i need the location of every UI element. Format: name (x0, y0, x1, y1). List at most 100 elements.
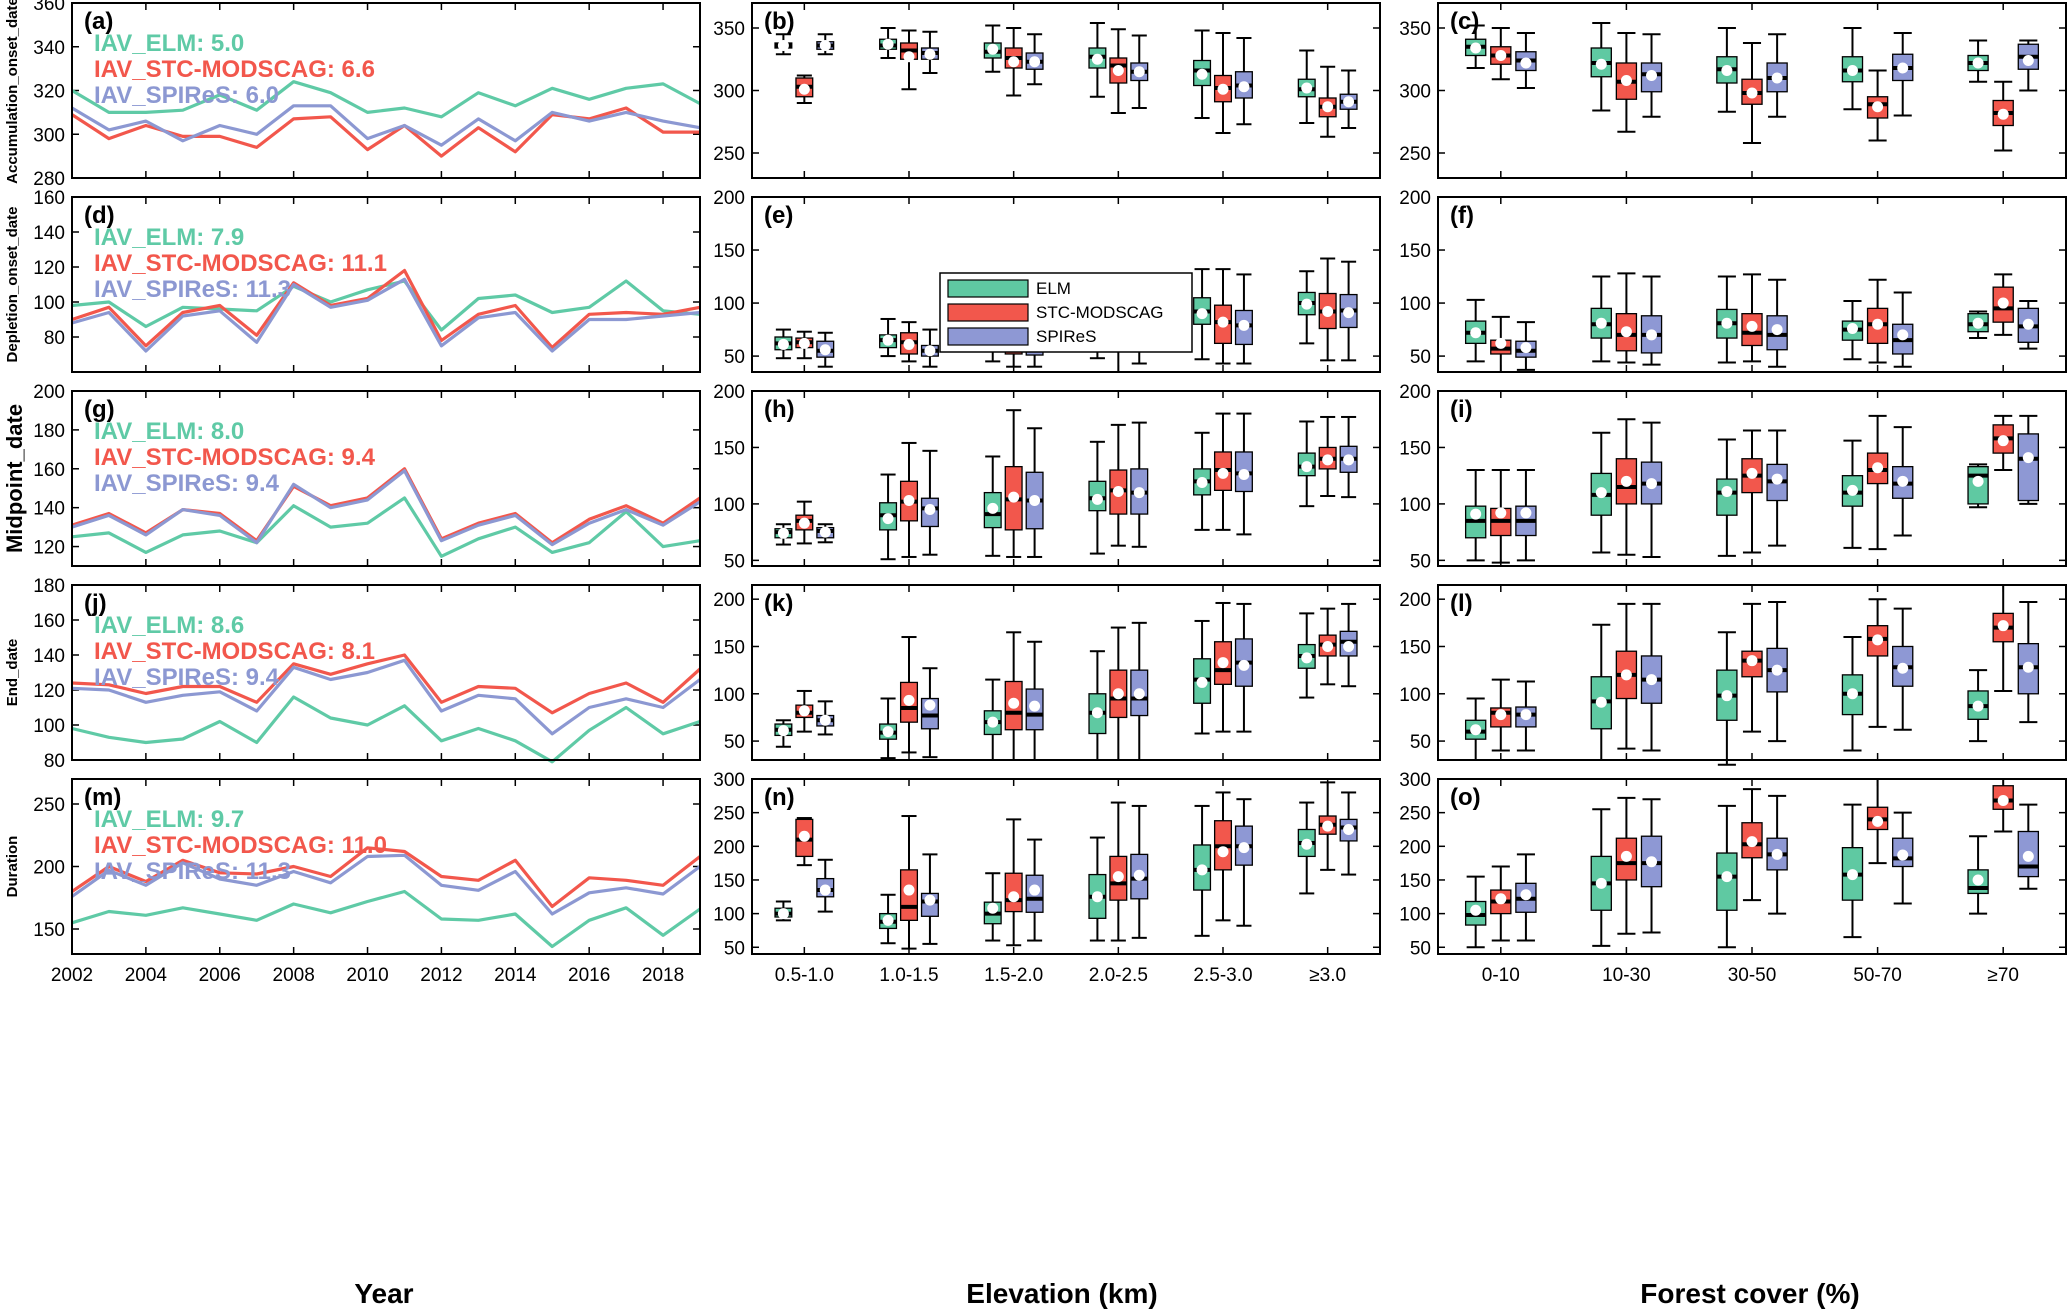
box-mean-dot (1846, 484, 1858, 496)
box-mean-dot (1322, 306, 1334, 318)
box-mean-dot (1217, 846, 1229, 858)
panel-f-box-spires (2017, 299, 2040, 350)
panel-f-label: (f) (1450, 202, 1474, 229)
box-mean-dot (1771, 324, 1783, 336)
panel-b-ytick-label: 300 (713, 82, 745, 103)
box-mean-dot (1646, 329, 1658, 341)
panel-c-box-elm (1841, 27, 1864, 111)
box-mean-dot (1721, 871, 1733, 883)
box-mean-dot (1721, 690, 1733, 702)
panel-o-box-elm (1590, 808, 1612, 947)
box-mean-dot (1029, 700, 1041, 712)
panel-b-box-spires (1025, 33, 1044, 86)
panel-k-box-spires (1130, 621, 1149, 761)
box-mean-dot (1721, 317, 1733, 329)
panel-h-box-stc-modscag (1109, 423, 1128, 547)
panel-h-box-elm (1193, 431, 1212, 531)
box-mean-dot (1872, 634, 1884, 646)
box-mean-dot (882, 914, 894, 926)
box-mean-dot (1771, 664, 1783, 676)
panel-f-box-elm (1841, 299, 1864, 361)
panel-k-ytick-label: 200 (713, 590, 745, 611)
box-mean-dot (1872, 815, 1884, 827)
panel-h-ytick-label: 150 (713, 438, 745, 459)
panel-h-ytick-label: 200 (713, 382, 745, 403)
box-mean-dot (798, 830, 810, 842)
panel-k-box-spires (1025, 640, 1044, 761)
panel-d-iav-annotation: IAV_SPIReS: 11.3 (94, 276, 291, 303)
panel-m-iav-annotation: IAV_ELM: 9.7 (94, 806, 244, 833)
panel-o-xtick-label: ≥70 (1987, 965, 2019, 986)
box-mean-dot (1029, 495, 1041, 507)
box-mean-dot (1196, 476, 1208, 488)
box-mean-dot (1133, 66, 1145, 78)
box-mean-dot (1972, 700, 1984, 712)
panel-m-ytick-label: 250 (33, 795, 65, 816)
legend-swatch-spires (947, 327, 1029, 346)
box-mean-dot (1595, 487, 1607, 499)
box-mean-dot (1872, 101, 1884, 113)
box-mean-dot (777, 908, 789, 920)
panel-f-box-elm (1716, 275, 1738, 364)
box-mean-dot (1997, 297, 2009, 309)
panel-f-ytick-label: 200 (1399, 188, 1431, 209)
box-mean-dot (1620, 475, 1632, 487)
panel-m-xtick-label: 2010 (346, 965, 388, 986)
panel-m-line-elm (71, 889, 701, 949)
box-mean-dot (1322, 101, 1334, 113)
box-mean-dot (987, 502, 999, 514)
box-mean-dot (1997, 795, 2009, 807)
panel-n-xtick-label: 1.0-1.5 (879, 965, 938, 986)
box-mean-dot (1646, 478, 1658, 490)
panel-l-ytick-label: 150 (1399, 637, 1431, 658)
panel-a-label: (a) (84, 8, 113, 35)
panel-b-ytick-label: 350 (713, 19, 745, 40)
box-mean-dot (1646, 70, 1658, 81)
panel-i-box-elm (1716, 438, 1738, 557)
panel-l-frame (1437, 584, 2067, 761)
box-mean-dot (1746, 87, 1758, 99)
panel-l: 50 100 150 200 (l) (1399, 584, 2067, 766)
box-mean-dot (1301, 82, 1313, 94)
panel-b-box-spires (1234, 37, 1253, 126)
panel-o-box-elm (1716, 804, 1738, 949)
box-mean-dot (1620, 326, 1632, 338)
panel-l-box-elm (1967, 669, 1989, 743)
panel-n-label: (n) (764, 784, 795, 811)
panel-m-ytick-label: 150 (33, 920, 65, 941)
box-mean-dot (1301, 461, 1313, 473)
box-mean-dot (1470, 724, 1482, 736)
panel-k-ytick-label: 100 (713, 685, 745, 706)
panel-f-ytick-label: 150 (1399, 241, 1431, 262)
panel-c-ytick-label: 300 (1399, 82, 1431, 103)
panel-n-ytick-label: 50 (724, 938, 745, 959)
panel-a-ytick-label: 280 (33, 169, 65, 190)
panel-k-box-elm (1088, 650, 1107, 761)
box-mean-dot (1470, 42, 1482, 54)
box-mean-dot (1091, 891, 1103, 903)
box-mean-dot (903, 51, 915, 63)
box-mean-dot (1595, 696, 1607, 708)
panel-h-box-elm (1088, 440, 1107, 555)
panel-m-ylabel: Duration (4, 836, 21, 898)
panel-k-box-elm (1297, 612, 1316, 699)
box-mean-dot (2022, 850, 2034, 862)
panel-j: 80 100 120 140 160 180 IAV_ELM: 8.6IAV_STC-MOD… (4, 576, 702, 772)
panel-d-iav-annotation: IAV_STC-MODSCAG: 11.1 (94, 250, 387, 277)
panel-e-box-elm (1297, 270, 1316, 345)
box-mean-dot (1872, 318, 1884, 330)
panel-d-line-spires (71, 277, 701, 353)
panel-l-ytick-label: 50 (1410, 732, 1431, 753)
box-mean-dot (777, 527, 789, 539)
box-mean-dot (1721, 485, 1733, 497)
panel-g-line-elm (71, 496, 701, 558)
legend-swatch-stc (947, 303, 1029, 322)
panel-n: 50 100 150 200 250 300 0.5-1.0 1.0-1.5 1.5-2.0 2.… (713, 770, 1381, 986)
panel-o-box-stc-modscag (1490, 865, 1512, 942)
panel-f-ytick-label: 100 (1399, 294, 1431, 315)
box-mean-dot (1846, 65, 1858, 76)
box-mean-dot (1112, 871, 1124, 883)
box-mean-dot (1897, 329, 1909, 341)
panel-o: 50 100 150 200 250 300 0-10 10-30 30-50 50-70 ≥70 (… (1399, 770, 2067, 986)
panel-b-box-stc-modscag (1318, 65, 1337, 138)
